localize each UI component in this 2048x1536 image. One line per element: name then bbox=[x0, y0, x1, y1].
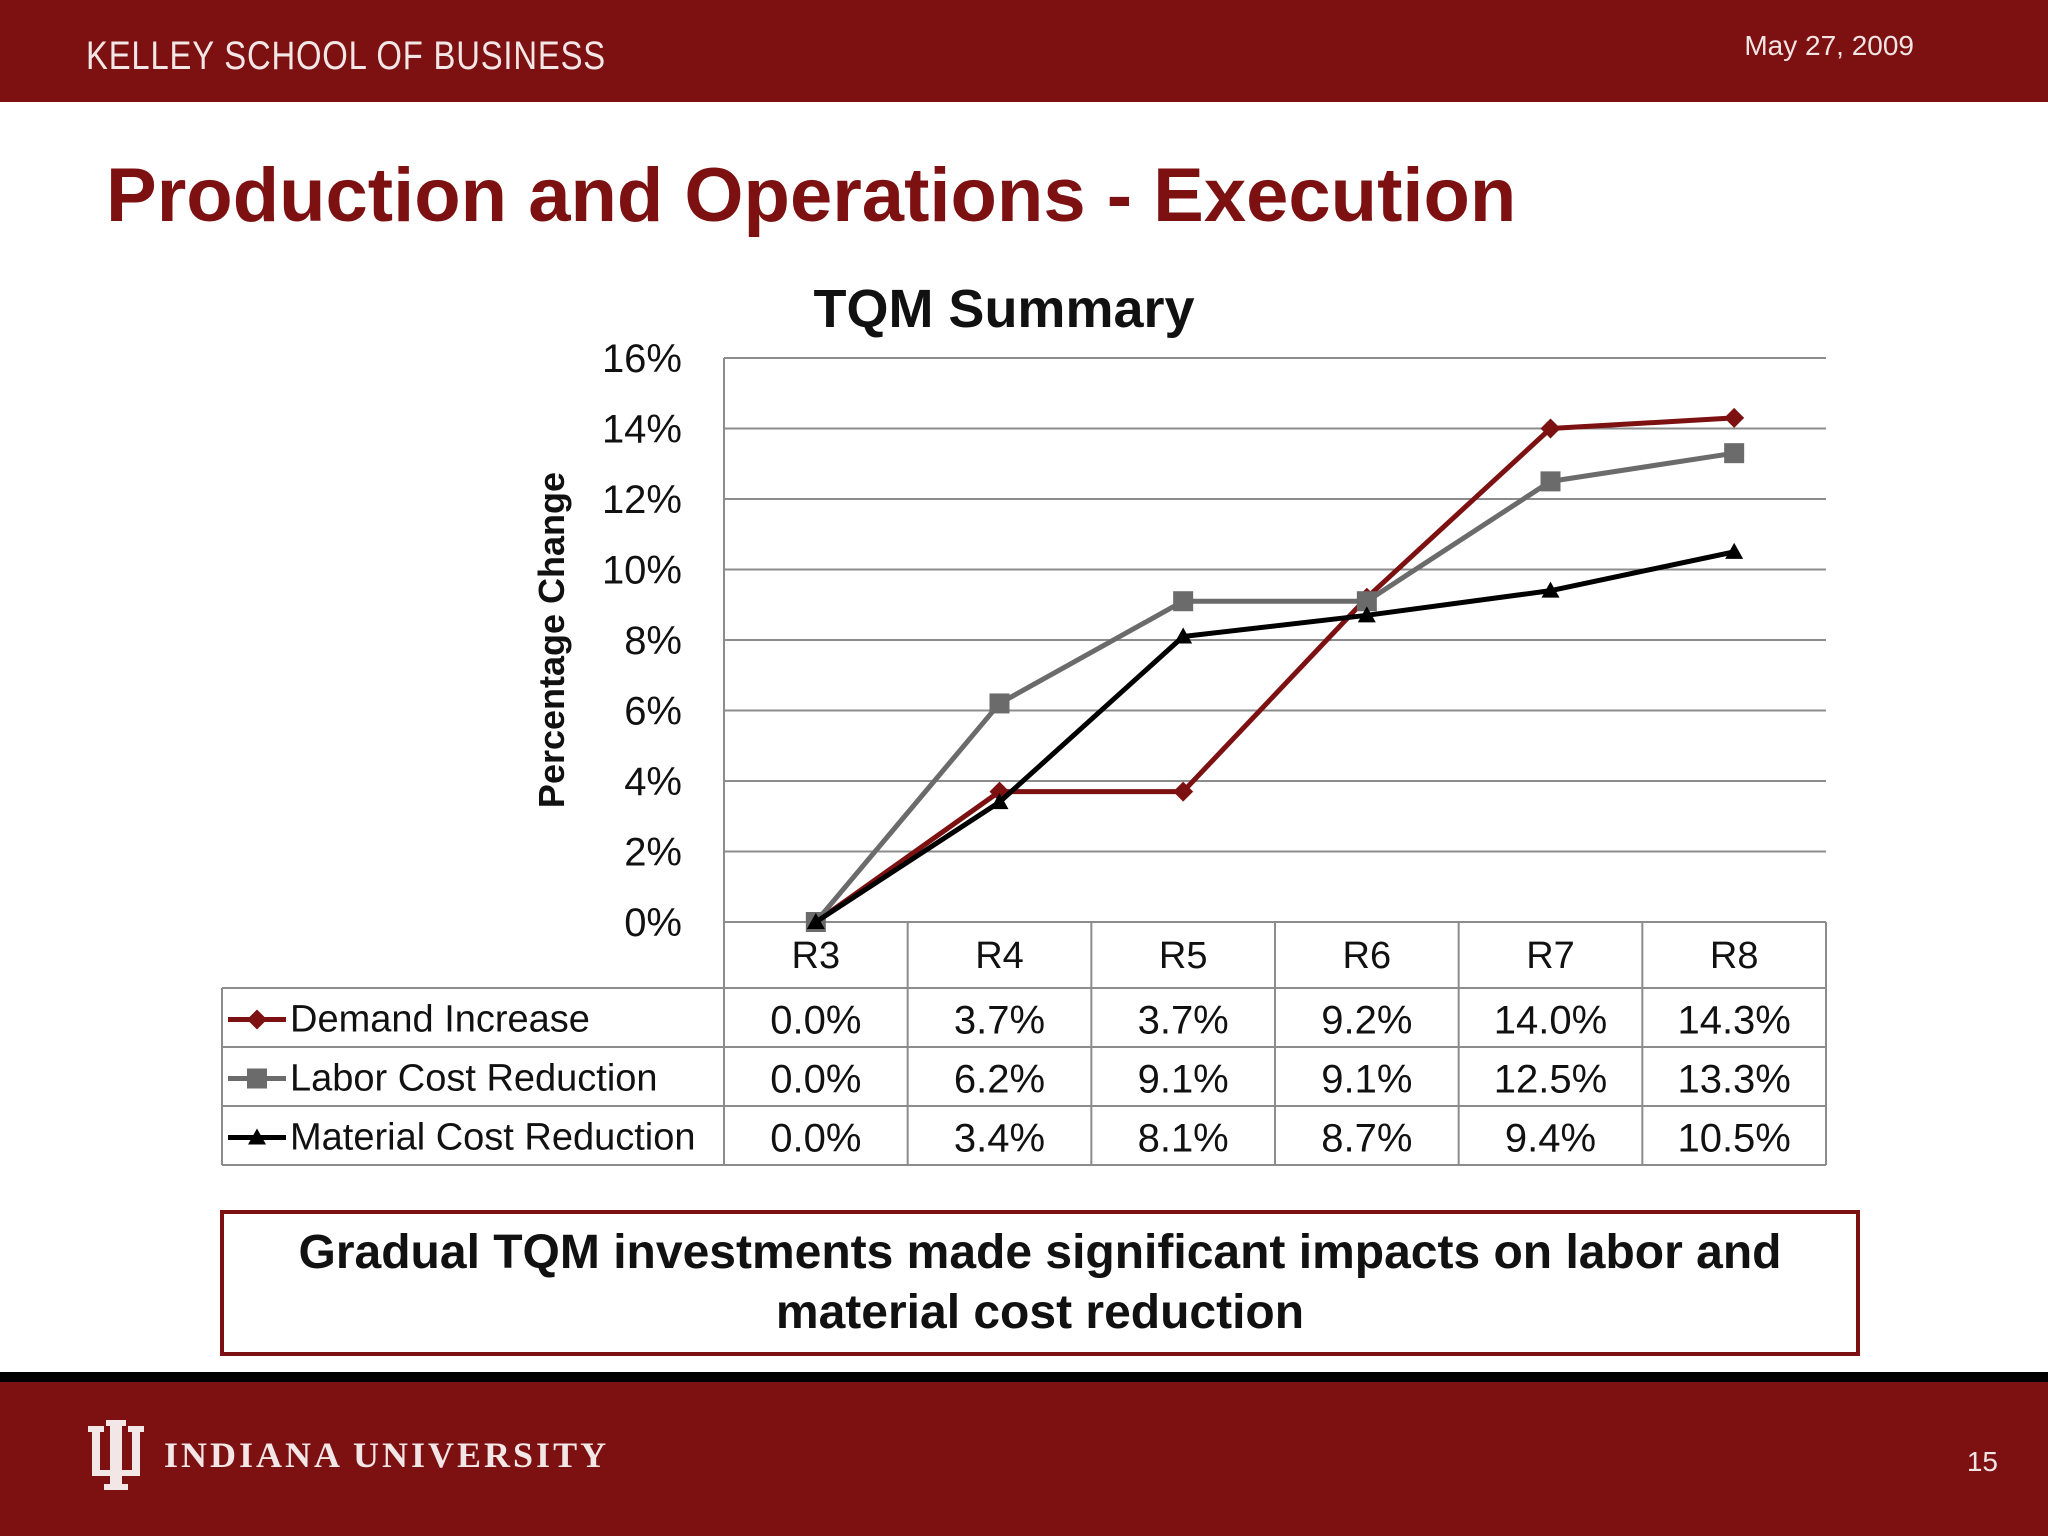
data-label: 3.7% bbox=[1138, 999, 1229, 1043]
slide-date: May 27, 2009 bbox=[1744, 30, 1914, 61]
y-tick-label: 14% bbox=[602, 408, 682, 452]
data-label: 3.4% bbox=[954, 1117, 1045, 1161]
data-label: 9.4% bbox=[1505, 1117, 1596, 1161]
chart-title-wrap: TQM Summary bbox=[0, 278, 2048, 340]
y-tick-label: 8% bbox=[624, 619, 682, 663]
legend-key-marker bbox=[248, 1128, 266, 1145]
header-bar bbox=[0, 0, 2048, 102]
y-tick-label: 16% bbox=[602, 337, 682, 381]
callout-box: Gradual TQM investments made significant… bbox=[220, 1210, 1860, 1356]
university-name: INDIANA UNIVERSITY bbox=[164, 1435, 610, 1475]
chart-title: TQM Summary bbox=[813, 279, 1195, 339]
footer-divider bbox=[0, 1372, 2048, 1382]
data-label: 0.0% bbox=[770, 1117, 861, 1161]
callout-text: Gradual TQM investments made significant… bbox=[299, 1223, 1782, 1344]
legend-key-marker bbox=[247, 1068, 267, 1089]
data-point-triangle bbox=[990, 793, 1009, 810]
data-label: 8.1% bbox=[1138, 1117, 1229, 1161]
x-category-label: R8 bbox=[1710, 935, 1759, 977]
school-name: KELLEY SCHOOL OF BUSINESS bbox=[86, 34, 606, 78]
data-point-square bbox=[1356, 591, 1377, 612]
data-point-triangle bbox=[1541, 581, 1560, 598]
data-point-square bbox=[989, 693, 1010, 714]
data-point-square bbox=[1540, 471, 1561, 492]
series-name: Demand Increase bbox=[290, 999, 590, 1041]
series-name: Labor Cost Reduction bbox=[290, 1058, 658, 1100]
y-tick-label: 12% bbox=[602, 478, 682, 522]
callout-line-1: Gradual TQM investments made significant… bbox=[298, 1225, 1782, 1279]
y-tick-label: 6% bbox=[624, 690, 682, 734]
x-category-label: R5 bbox=[1159, 935, 1208, 977]
x-category-label: R3 bbox=[792, 935, 841, 977]
data-point-diamond bbox=[1173, 781, 1194, 802]
data-point-triangle bbox=[806, 913, 825, 929]
x-category-label: R6 bbox=[1343, 935, 1392, 977]
data-point-triangle bbox=[1725, 542, 1744, 559]
data-label: 9.1% bbox=[1321, 1058, 1412, 1102]
y-tick-label: 2% bbox=[624, 831, 682, 875]
y-axis-label: Percentage Change bbox=[531, 472, 572, 808]
data-label: 3.7% bbox=[954, 999, 1045, 1043]
data-label: 14.3% bbox=[1677, 999, 1790, 1043]
y-tick-label: 10% bbox=[602, 549, 682, 593]
data-point-triangle bbox=[1174, 627, 1193, 644]
data-label: 10.5% bbox=[1677, 1117, 1790, 1161]
data-point-triangle bbox=[1357, 606, 1376, 623]
y-tick-label: 4% bbox=[624, 760, 682, 804]
data-label: 12.5% bbox=[1494, 1058, 1607, 1102]
y-tick-label: 0% bbox=[624, 901, 682, 945]
iu-trident-icon bbox=[88, 1420, 144, 1490]
data-point-square bbox=[1724, 443, 1745, 464]
data-label: 13.3% bbox=[1677, 1058, 1790, 1102]
data-label: 0.0% bbox=[770, 999, 861, 1043]
page-number: 15 bbox=[1966, 1446, 1998, 1477]
x-category-label: R4 bbox=[975, 935, 1024, 977]
legend-key-marker bbox=[247, 1009, 267, 1030]
data-label: 9.2% bbox=[1321, 999, 1412, 1043]
series-name: Material Cost Reduction bbox=[290, 1117, 696, 1159]
slide-title: Production and Operations - Execution bbox=[106, 153, 1517, 238]
data-point-diamond bbox=[1540, 418, 1561, 439]
data-label: 6.2% bbox=[954, 1058, 1045, 1102]
data-label: 0.0% bbox=[770, 1058, 861, 1102]
series-line-square bbox=[813, 450, 1735, 924]
x-category-label: R7 bbox=[1526, 935, 1575, 977]
data-label: 14.0% bbox=[1494, 999, 1607, 1043]
data-point-square bbox=[1173, 591, 1194, 612]
tqm-chart: 0% 2% 4% 6% 8% 10% 12% 14% 16% Percentage Change R… bbox=[221, 337, 1827, 1166]
series-line-triangle bbox=[814, 549, 1735, 925]
callout-line-2: material cost reduction bbox=[775, 1286, 1305, 1339]
series-line-diamond bbox=[814, 415, 1735, 925]
footer-bar bbox=[0, 1382, 2048, 1536]
data-label: 9.1% bbox=[1138, 1058, 1229, 1102]
data-point-diamond bbox=[1724, 407, 1745, 428]
data-label: 8.7% bbox=[1321, 1117, 1412, 1161]
